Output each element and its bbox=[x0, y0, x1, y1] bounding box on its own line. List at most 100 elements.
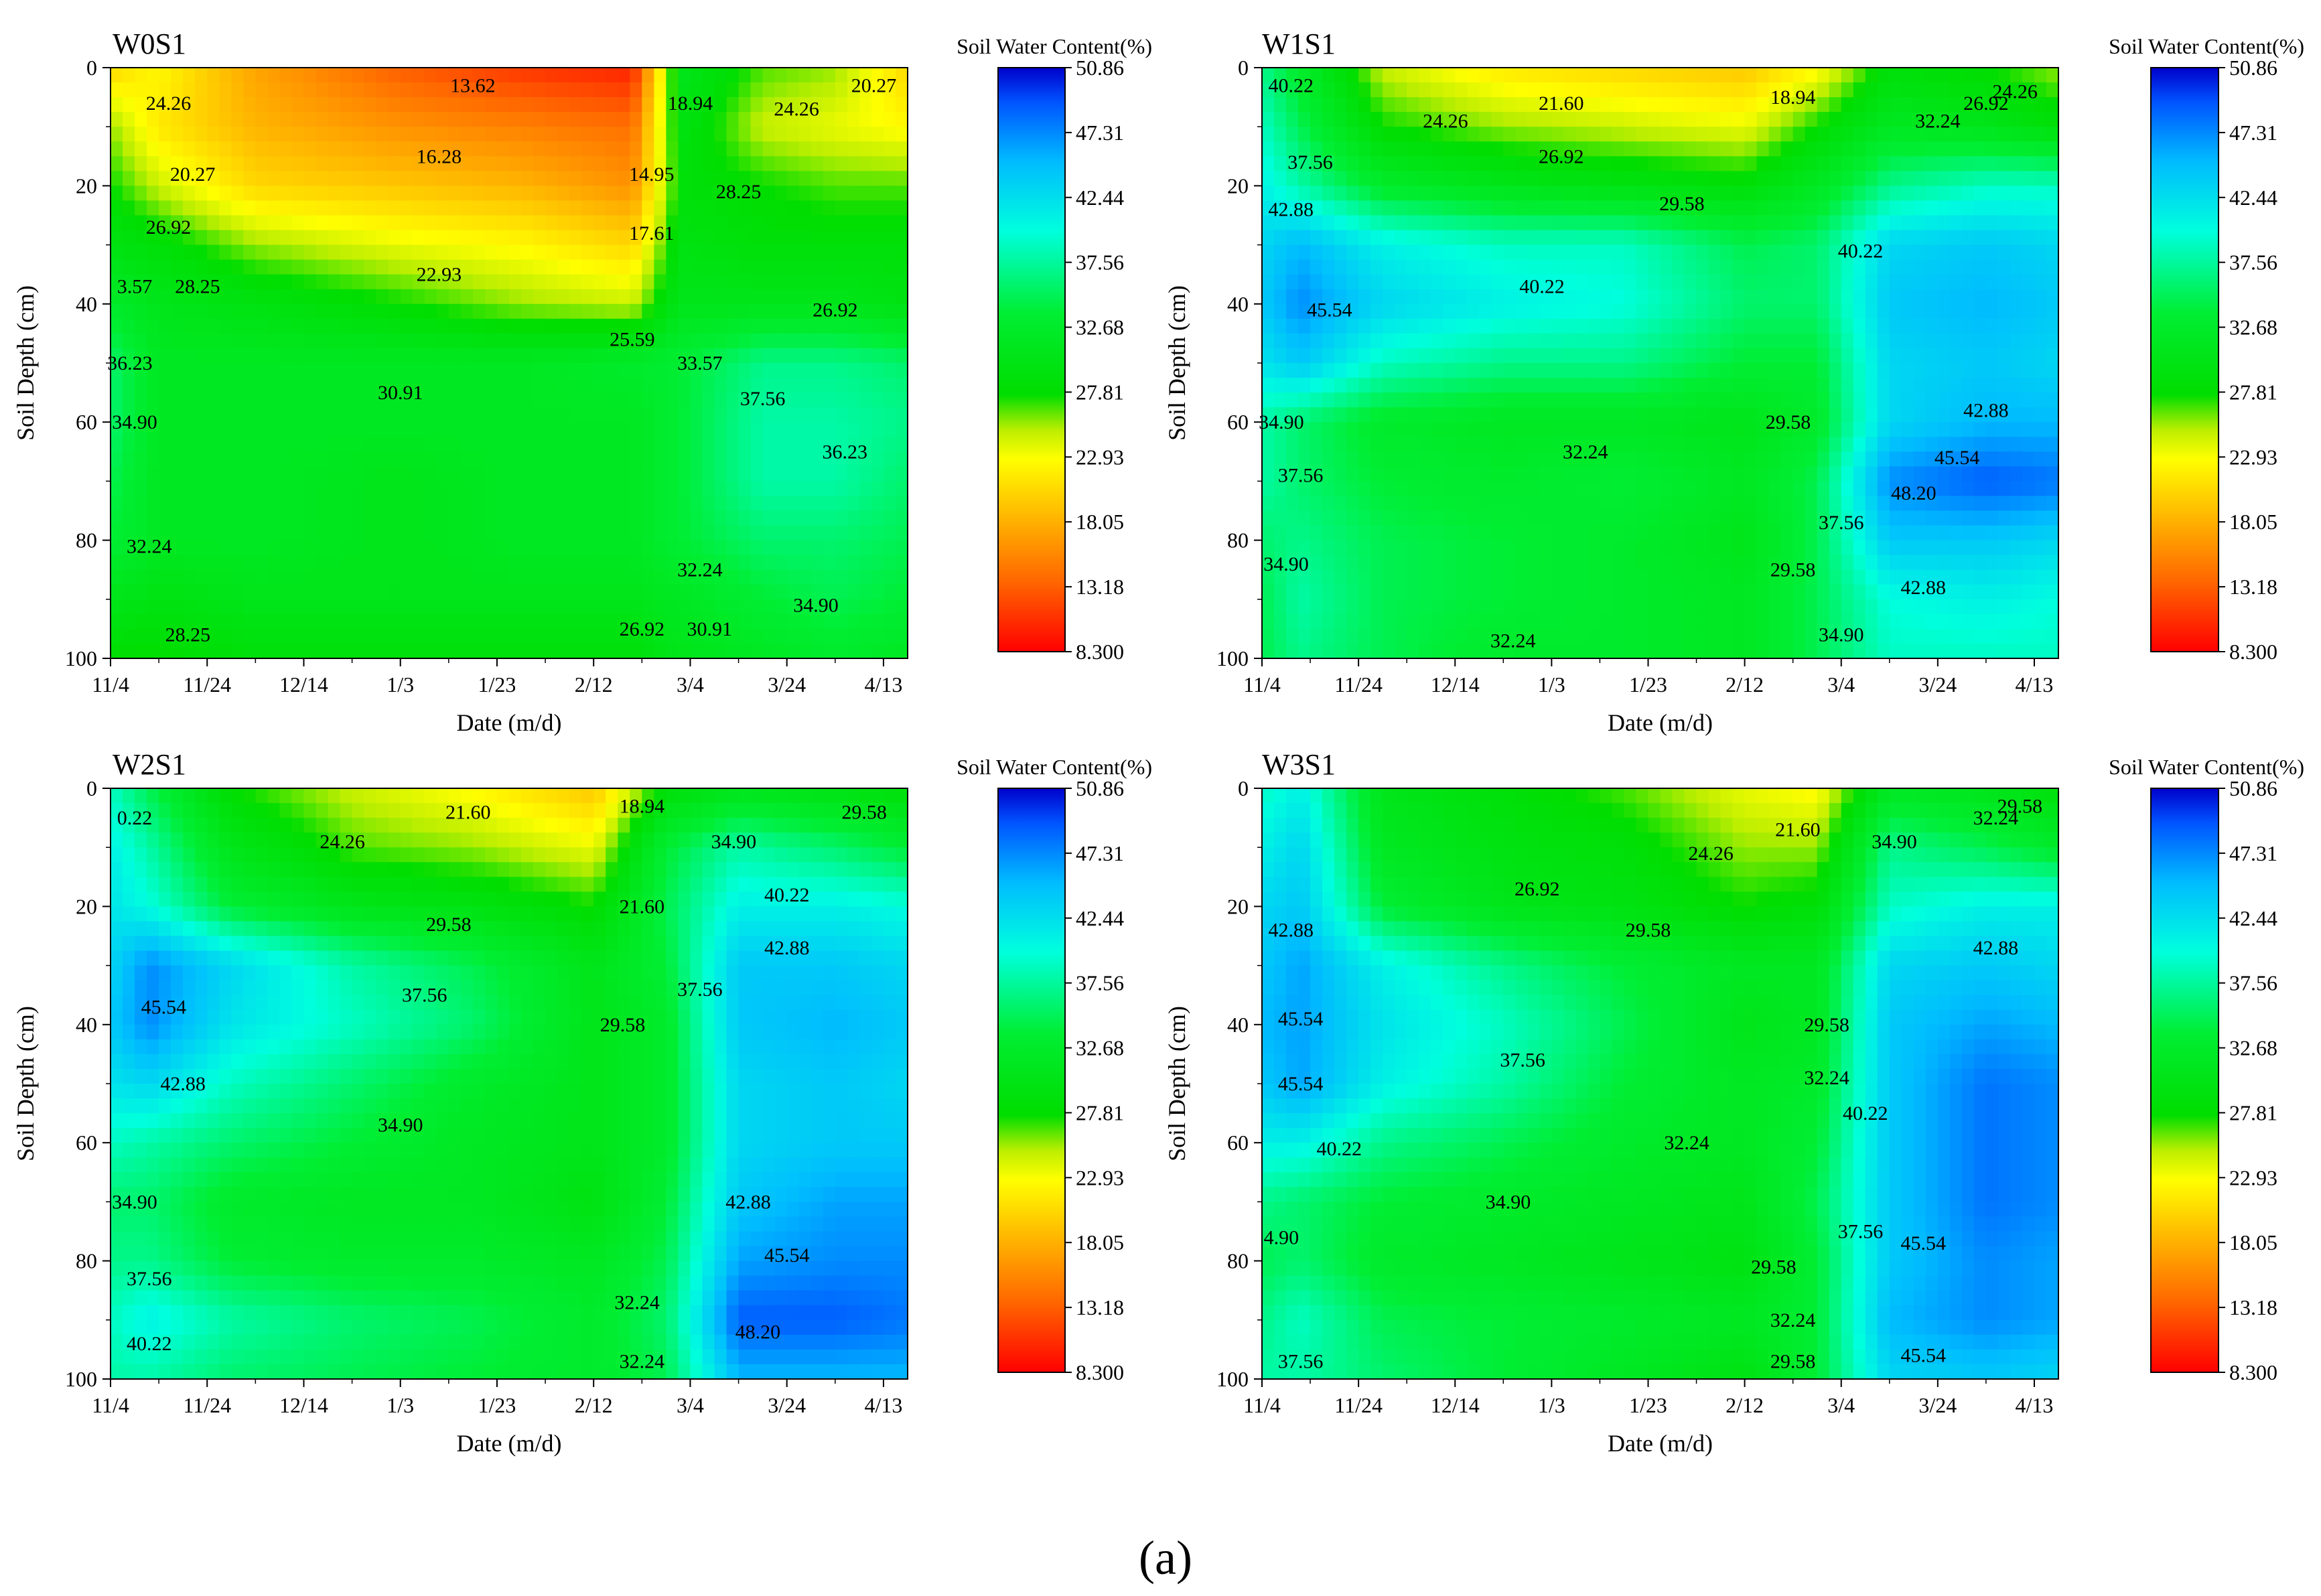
heatmap-cell bbox=[1684, 481, 1697, 497]
heatmap-cell bbox=[847, 186, 860, 202]
heatmap-cell bbox=[871, 555, 884, 571]
heatmap-cell bbox=[2010, 82, 2023, 98]
heatmap-cell bbox=[2022, 259, 2035, 275]
heatmap-cell bbox=[388, 318, 401, 334]
heatmap-cell bbox=[798, 303, 812, 319]
heatmap-cell bbox=[642, 141, 655, 157]
heatmap-cell bbox=[557, 555, 570, 571]
heatmap-cell bbox=[1937, 348, 1951, 364]
heatmap-cell bbox=[388, 215, 401, 231]
heatmap-cell bbox=[1829, 496, 1842, 512]
heatmap-cell bbox=[581, 112, 595, 127]
heatmap-cell bbox=[1588, 318, 1601, 334]
contour-label: 26.92 bbox=[620, 618, 665, 640]
heatmap-cell bbox=[545, 127, 558, 143]
heatmap-cell bbox=[1853, 244, 1866, 261]
heatmap-cell bbox=[267, 68, 281, 83]
heatmap-cell bbox=[1865, 318, 1878, 334]
heatmap-cell bbox=[895, 82, 908, 98]
heatmap-cell bbox=[871, 259, 884, 275]
heatmap-cell bbox=[1829, 318, 1842, 334]
heatmap-cell bbox=[1563, 230, 1577, 246]
heatmap-cell bbox=[460, 259, 474, 275]
heatmap-cell bbox=[1322, 289, 1335, 305]
heatmap-cell bbox=[1551, 289, 1565, 305]
heatmap-cell bbox=[1684, 318, 1697, 334]
heatmap-cell bbox=[1503, 481, 1517, 497]
heatmap-cell bbox=[1575, 333, 1589, 349]
heatmap-cell bbox=[509, 422, 522, 438]
heatmap-cell bbox=[255, 569, 269, 585]
heatmap-cell bbox=[666, 437, 679, 453]
heatmap-cell bbox=[1925, 363, 1939, 378]
heatmap-cell bbox=[871, 407, 884, 423]
heatmap-cell bbox=[243, 363, 257, 378]
heatmap-cell bbox=[1262, 481, 1275, 497]
heatmap-cell bbox=[1467, 318, 1480, 334]
heatmap-cell bbox=[1877, 141, 1890, 157]
heatmap-cell bbox=[123, 510, 135, 526]
heatmap-cell bbox=[1720, 112, 1734, 127]
heatmap-cell bbox=[448, 540, 462, 556]
heatmap-cell bbox=[509, 318, 522, 334]
heatmap-cell bbox=[484, 628, 498, 644]
contour-label: 24.26 bbox=[146, 92, 192, 115]
heatmap-cell bbox=[1262, 378, 1275, 393]
heatmap-cell bbox=[521, 496, 534, 512]
heatmap-cell bbox=[714, 363, 727, 378]
heatmap-cell bbox=[1877, 68, 1890, 83]
heatmap-cell bbox=[1997, 510, 2011, 526]
heatmap-cell bbox=[1841, 555, 1854, 571]
heatmap-cell bbox=[1370, 244, 1383, 261]
heatmap-cell bbox=[1708, 141, 1721, 157]
heatmap-cell bbox=[569, 333, 582, 349]
heatmap-cell bbox=[1527, 171, 1541, 187]
heatmap-cell bbox=[557, 569, 570, 585]
heatmap-cell bbox=[774, 555, 788, 571]
heatmap-cell bbox=[1539, 141, 1553, 157]
heatmap-cell bbox=[1925, 97, 1939, 113]
heatmap-cell bbox=[1949, 156, 1963, 172]
heatmap-cell bbox=[255, 378, 269, 393]
heatmap-cell bbox=[207, 599, 220, 615]
heatmap-cell bbox=[557, 68, 570, 83]
heatmap-cell bbox=[1539, 289, 1553, 305]
heatmap-cell bbox=[364, 437, 377, 453]
heatmap-cell bbox=[1913, 186, 1926, 202]
heatmap-cell bbox=[521, 127, 534, 143]
heatmap-cell bbox=[606, 510, 619, 526]
heatmap-cell bbox=[1407, 363, 1419, 378]
heatmap-cell bbox=[1358, 569, 1371, 585]
heatmap-cell bbox=[823, 289, 836, 305]
heatmap-cell bbox=[291, 289, 305, 305]
heatmap-cell bbox=[135, 68, 147, 83]
heatmap-cell bbox=[1648, 68, 1661, 83]
heatmap-cell bbox=[1370, 68, 1383, 83]
heatmap-cell bbox=[376, 569, 389, 585]
heatmap-cell bbox=[847, 466, 860, 482]
heatmap-cell bbox=[1913, 244, 1926, 261]
heatmap-cell bbox=[1419, 97, 1432, 113]
heatmap-cell bbox=[1672, 141, 1685, 157]
heatmap-cell bbox=[1853, 318, 1866, 334]
heatmap-cell bbox=[1358, 200, 1371, 216]
heatmap-cell bbox=[726, 289, 740, 305]
heatmap-cell bbox=[315, 510, 329, 526]
heatmap-cell bbox=[159, 97, 171, 113]
heatmap-cell bbox=[340, 230, 353, 246]
heatmap-cell bbox=[448, 628, 462, 644]
heatmap-cell bbox=[352, 407, 365, 423]
heatmap-cell bbox=[1865, 422, 1878, 438]
heatmap-cell bbox=[2010, 289, 2023, 305]
heatmap-cell bbox=[1358, 407, 1371, 423]
heatmap-cell bbox=[1370, 540, 1383, 556]
heatmap-cell bbox=[1913, 141, 1926, 157]
heatmap-cell bbox=[1298, 422, 1311, 438]
heatmap-cell bbox=[1841, 333, 1854, 349]
heatmap-cell bbox=[1551, 230, 1565, 246]
heatmap-cell bbox=[774, 156, 788, 172]
heatmap-cell bbox=[1780, 186, 1794, 202]
heatmap-cell bbox=[1949, 97, 1963, 113]
heatmap-cell bbox=[340, 274, 353, 290]
heatmap-cell bbox=[1467, 555, 1480, 571]
